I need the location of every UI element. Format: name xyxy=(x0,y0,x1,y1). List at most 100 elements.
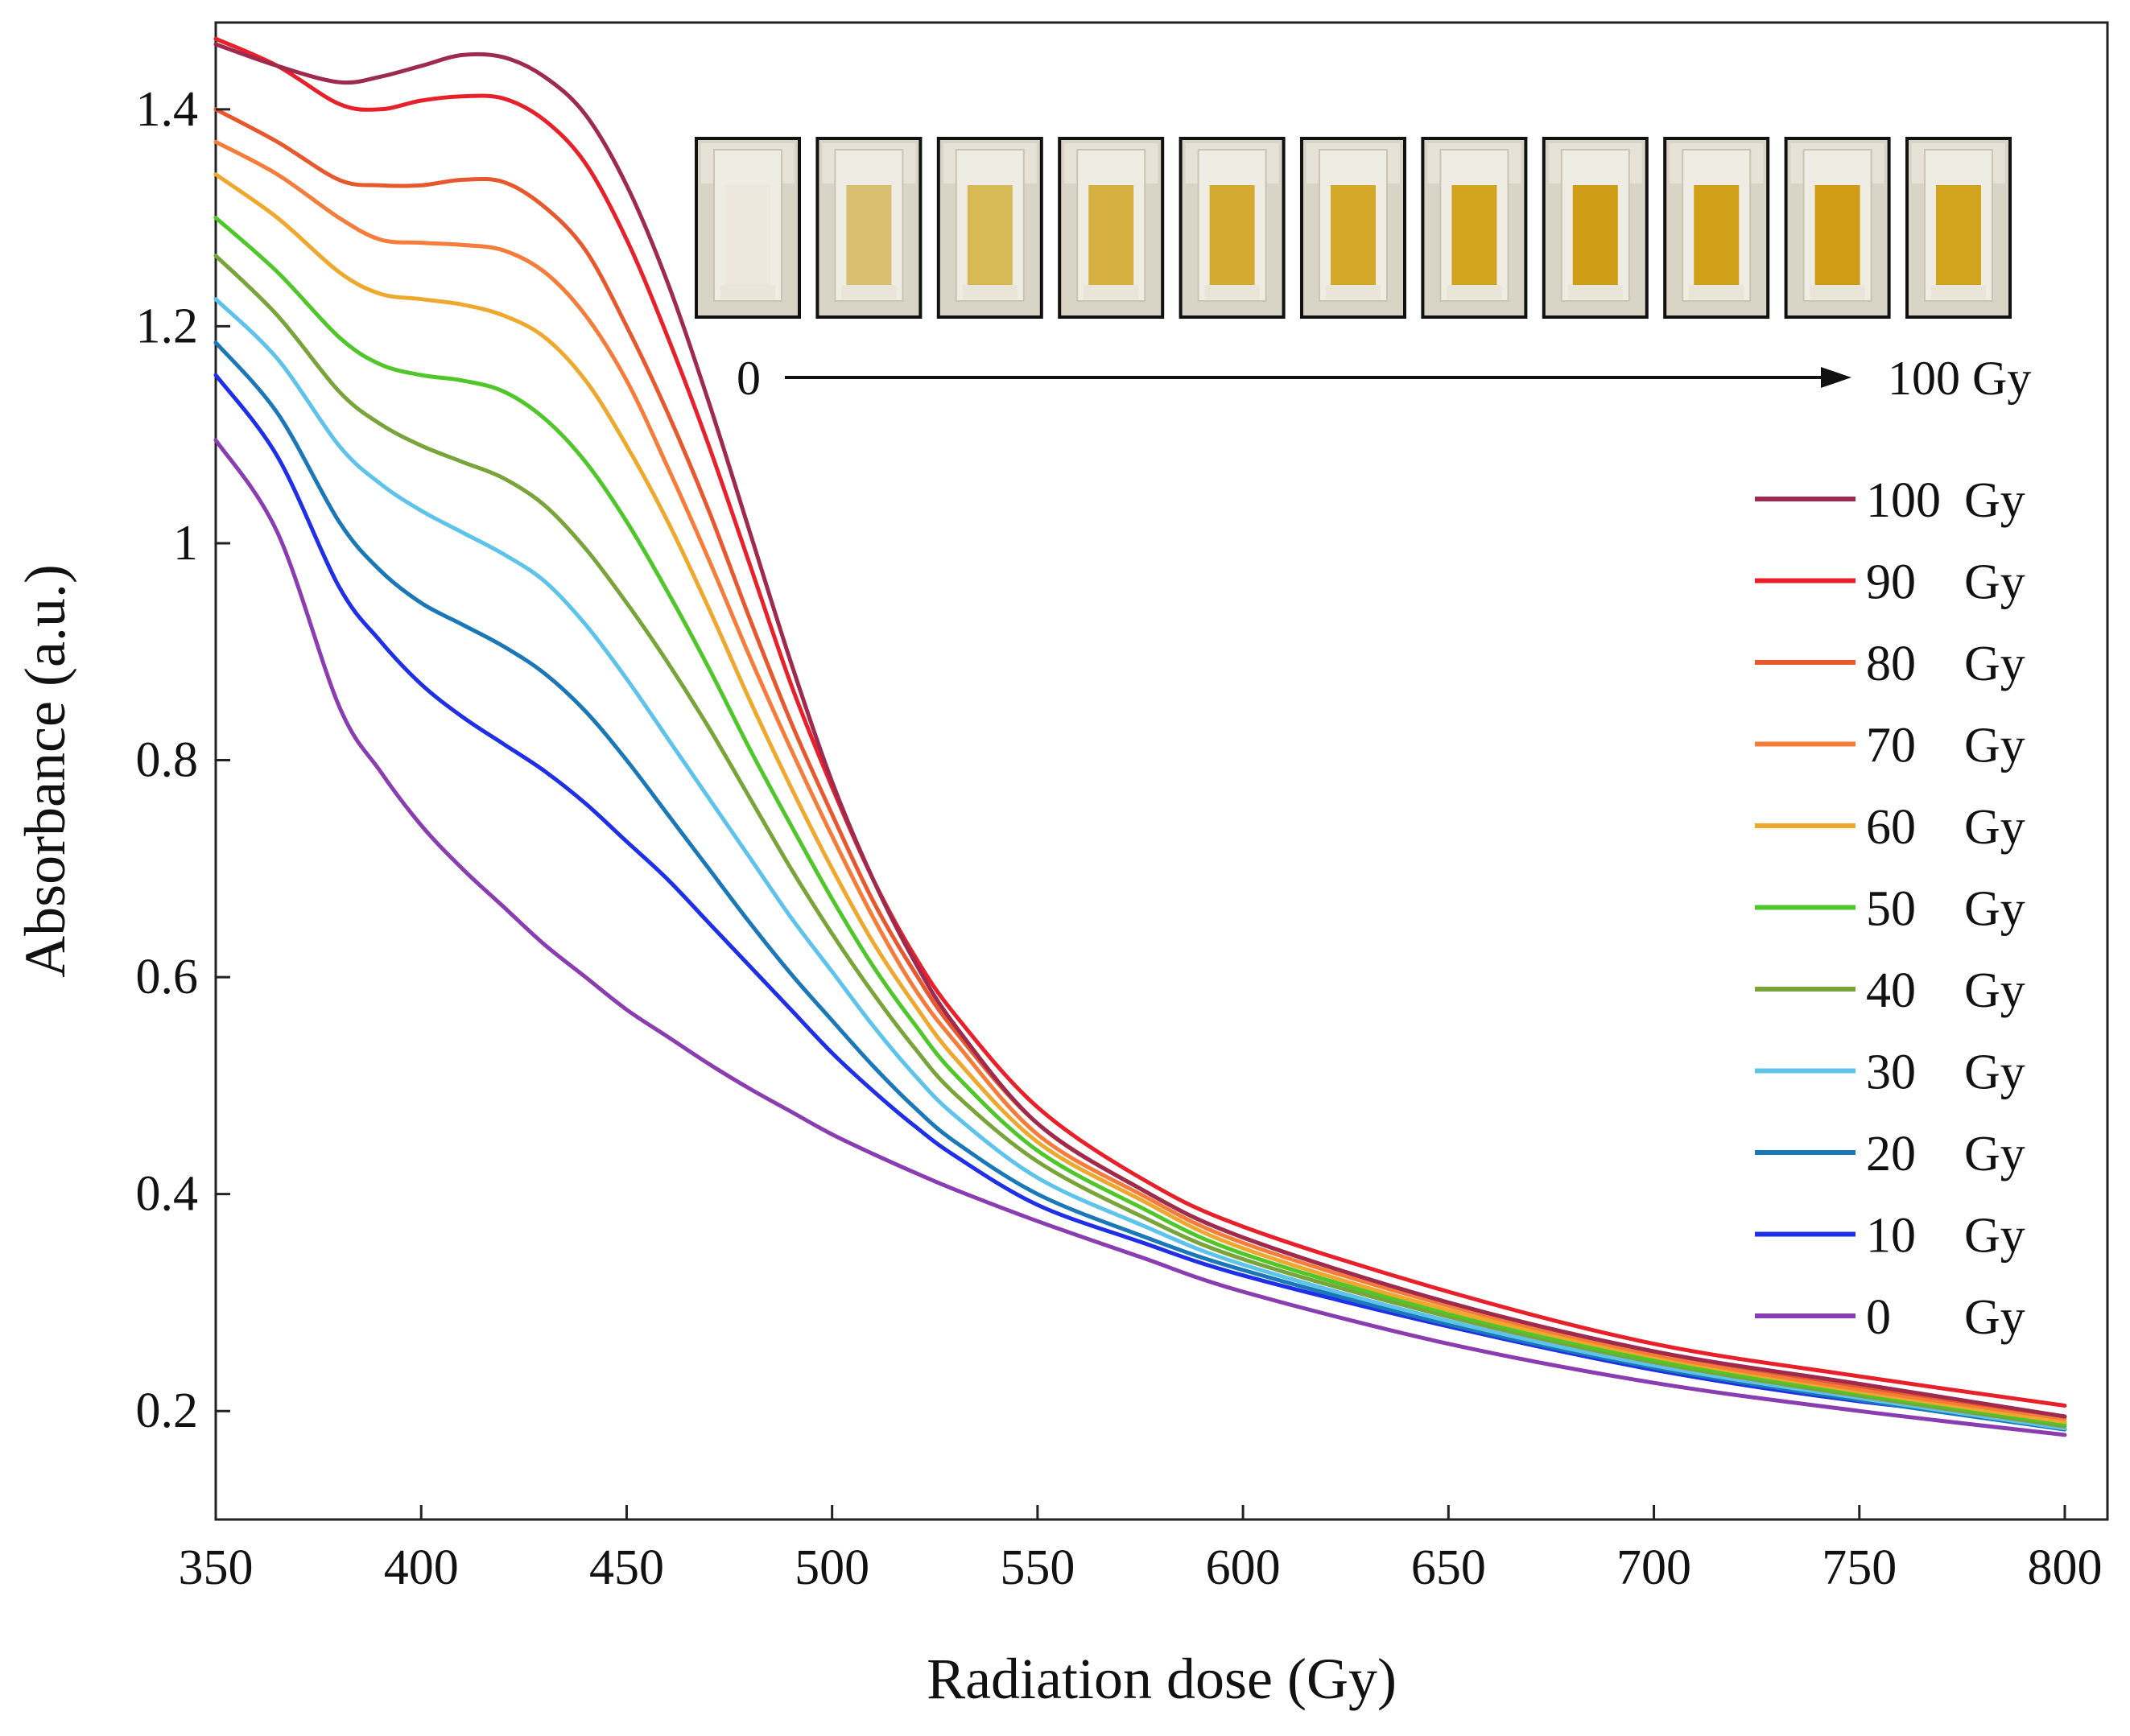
legend-label-value: 20 xyxy=(1866,1127,1916,1181)
y-axis: 0.2 0.4 0.6 0.8 1 1.2 1.4 xyxy=(136,82,230,1438)
x-tick-label: 400 xyxy=(384,1540,459,1595)
vial-image xyxy=(1905,137,2012,319)
y-tick-label: 0.8 xyxy=(136,733,199,788)
series-line-90-gy xyxy=(213,36,2067,1408)
vial-liquid xyxy=(846,185,892,287)
legend-item: 40 Gy xyxy=(1755,963,2025,1018)
series-line-20-gy xyxy=(213,340,2067,1432)
legend-item: 10 Gy xyxy=(1755,1209,2025,1264)
vial-base xyxy=(1689,285,1744,299)
legend-label-value: 10 xyxy=(1866,1209,1916,1264)
series-line-30-gy xyxy=(213,297,2067,1431)
legend-label-unit: Gy xyxy=(1964,1045,2025,1100)
x-tick-label: 800 xyxy=(2028,1540,2103,1595)
legend-label-value: 70 xyxy=(1866,719,1916,773)
legend-label-value: 50 xyxy=(1866,882,1916,937)
legend-item: 60 Gy xyxy=(1755,800,2025,855)
vial-liquid xyxy=(967,185,1013,287)
legend-label-value: 100 xyxy=(1866,473,1941,528)
y-axis-title: Absorbance (a.u.) xyxy=(13,564,77,978)
y-tick-label: 0.2 xyxy=(136,1383,199,1438)
vial-image xyxy=(1179,137,1286,319)
plot-frame xyxy=(214,21,2109,1521)
vial-base xyxy=(1326,285,1381,299)
legend-label-unit: Gy xyxy=(1964,963,2025,1018)
vial-image xyxy=(1058,137,1165,319)
plot-area xyxy=(214,21,2109,1521)
x-tick-label: 750 xyxy=(1822,1540,1897,1595)
vial-base xyxy=(1447,285,1502,299)
legend: 100 Gy 90 Gy 80 Gy 70 Gy 60 Gy 50 Gy 40 Gy 30 Gy 20 Gy 10 G… xyxy=(1755,473,2025,1345)
legend-item: 80 Gy xyxy=(1755,637,2025,691)
vial-image xyxy=(1421,137,1528,319)
series-line-70-gy xyxy=(213,139,2067,1421)
legend-label-value: 40 xyxy=(1866,963,1916,1018)
series-line-60-gy xyxy=(213,172,2067,1425)
vial-liquid xyxy=(1451,185,1497,287)
vial-image xyxy=(815,137,923,319)
legend-item: 100 Gy xyxy=(1755,473,2025,528)
vial-base xyxy=(962,285,1018,299)
x-tick-label: 550 xyxy=(1000,1540,1075,1595)
vial-image xyxy=(695,137,801,319)
legend-label-unit: Gy xyxy=(1964,637,2025,691)
x-axis-title: Radiation dose (Gy) xyxy=(927,1647,1397,1711)
legend-label-value: 80 xyxy=(1866,637,1916,691)
vial-liquid xyxy=(725,185,770,287)
vial-photo-inset: 0 100 Gy xyxy=(695,137,2031,405)
x-tick-label: 650 xyxy=(1411,1540,1486,1595)
legend-label-value: 0 xyxy=(1866,1290,1891,1345)
vial-liquid xyxy=(1694,185,1740,287)
vial-base xyxy=(1084,285,1139,299)
vial-liquid xyxy=(1936,185,1981,287)
vial-liquid xyxy=(1331,185,1376,287)
x-tick-label: 450 xyxy=(589,1540,664,1595)
legend-label-unit: Gy xyxy=(1964,719,2025,773)
legend-label-unit: Gy xyxy=(1964,1209,2025,1264)
legend-item: 0 Gy xyxy=(1755,1290,2025,1345)
legend-item: 30 Gy xyxy=(1755,1045,2025,1100)
legend-label-unit: Gy xyxy=(1964,1127,2025,1181)
vial-liquid xyxy=(1572,185,1618,287)
vial-image xyxy=(1542,137,1649,319)
x-axis: 350 400 450 500 550 600 650 700 750 800 xyxy=(179,1505,2103,1595)
vial-image xyxy=(1300,137,1406,319)
vial-base xyxy=(1810,285,1865,299)
vial-base xyxy=(1204,285,1260,299)
legend-label-value: 30 xyxy=(1866,1045,1916,1100)
x-tick-label: 600 xyxy=(1206,1540,1281,1595)
y-tick-label: 1 xyxy=(173,516,198,571)
vial-row xyxy=(695,137,2012,319)
y-tick-label: 0.4 xyxy=(136,1167,199,1222)
inset-start-label: 0 xyxy=(737,352,761,405)
x-tick-label: 500 xyxy=(795,1540,869,1595)
legend-label-unit: Gy xyxy=(1964,882,2025,937)
dose-arrowhead-icon xyxy=(1821,367,1851,388)
legend-item: 90 Gy xyxy=(1755,555,2025,610)
y-tick-label: 1.2 xyxy=(136,299,199,353)
legend-item: 70 Gy xyxy=(1755,719,2025,773)
series-lines xyxy=(213,36,2067,1437)
x-tick-label: 350 xyxy=(179,1540,254,1595)
legend-item: 50 Gy xyxy=(1755,882,2025,937)
vial-image xyxy=(1663,137,1770,319)
legend-label-value: 60 xyxy=(1866,800,1916,855)
series-line-50-gy xyxy=(213,216,2067,1426)
vial-base xyxy=(1931,285,1986,299)
series-line-40-gy xyxy=(213,254,2067,1429)
legend-label-unit: Gy xyxy=(1964,1290,2025,1345)
vial-base xyxy=(1567,285,1623,299)
inset-end-label: 100 Gy xyxy=(1888,352,2031,405)
x-tick-label: 700 xyxy=(1616,1540,1691,1595)
vial-liquid xyxy=(1088,185,1134,287)
y-tick-label: 1.4 xyxy=(136,82,199,137)
legend-item: 20 Gy xyxy=(1755,1127,2025,1181)
series-line-100-gy xyxy=(213,42,2067,1419)
y-tick-label: 0.6 xyxy=(136,950,199,1004)
vial-image xyxy=(1784,137,1891,319)
legend-label-unit: Gy xyxy=(1964,800,2025,855)
series-line-0-gy xyxy=(213,438,2067,1437)
legend-label-unit: Gy xyxy=(1964,555,2025,610)
vial-liquid xyxy=(1814,185,1860,287)
